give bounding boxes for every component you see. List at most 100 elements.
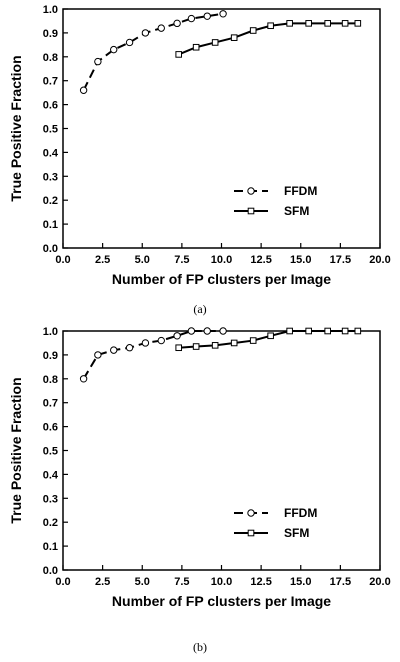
y-tick-label: 0.5 bbox=[43, 446, 58, 458]
data-point-ffdm bbox=[157, 24, 165, 32]
legend-label-sfm: SFM bbox=[284, 204, 309, 218]
data-point-sfm bbox=[324, 20, 331, 27]
chart-panel-b: 0.0 2.5 5.0 7.5 10.0 12.5 15.0 17.5 20.0 0.0 0.1 0.… bbox=[0, 322, 400, 662]
data-point-ffdm bbox=[141, 339, 150, 347]
data-point-ffdm bbox=[125, 344, 134, 352]
data-point-ffdm bbox=[173, 332, 181, 340]
y-axis-title: True Positive Fraction bbox=[8, 377, 24, 523]
data-point-ffdm bbox=[203, 12, 211, 20]
data-point-sfm bbox=[324, 327, 331, 335]
x-tick-label: 20.0 bbox=[369, 254, 390, 266]
data-point-sfm bbox=[211, 342, 219, 349]
data-point-sfm bbox=[267, 332, 274, 340]
y-axis-title: True Positive Fraction bbox=[8, 55, 24, 201]
data-point-ffdm bbox=[79, 375, 88, 383]
y-tick-label: 0.6 bbox=[43, 100, 58, 112]
data-point-ffdm bbox=[157, 336, 165, 345]
y-tick-label: 0.3 bbox=[43, 171, 58, 183]
y-tick-label: 0.9 bbox=[43, 28, 58, 40]
legend-marker bbox=[247, 187, 255, 195]
data-point-sfm bbox=[249, 337, 257, 344]
caption-a: (a) bbox=[193, 302, 207, 316]
data-point-ffdm bbox=[219, 327, 227, 335]
y-tick-label: 0.0 bbox=[43, 565, 58, 577]
chart-panel-a: 0.0 2.5 5.0 7.5 10.0 12.5 15.0 17.5 20.0 0.0 0.1 0.… bbox=[0, 0, 400, 322]
x-tick-label: 7.5 bbox=[174, 576, 189, 588]
data-point-sfm bbox=[192, 343, 200, 350]
legend-label-ffdm: FFDM bbox=[284, 184, 317, 198]
plot-frame bbox=[62, 330, 381, 571]
x-tick-label: 12.5 bbox=[250, 576, 271, 588]
legend-label-sfm: SFM bbox=[284, 526, 309, 540]
data-point-sfm bbox=[305, 327, 312, 335]
y-tick-label: 0.2 bbox=[43, 517, 58, 529]
x-tick-label: 5.0 bbox=[135, 576, 150, 588]
data-point-ffdm bbox=[79, 86, 88, 94]
data-point-sfm bbox=[267, 22, 274, 30]
x-tick-label: 12.5 bbox=[250, 254, 271, 266]
y-tick-label: 1.0 bbox=[43, 326, 58, 338]
data-point-sfm bbox=[230, 34, 238, 41]
data-point-sfm bbox=[341, 20, 349, 27]
y-tick-label: 0.1 bbox=[43, 219, 58, 231]
data-point-ffdm bbox=[125, 38, 134, 47]
y-tick-label: 0.3 bbox=[43, 493, 58, 505]
legend-marker bbox=[247, 529, 255, 537]
data-point-sfm bbox=[286, 20, 293, 27]
x-tick-label: 2.5 bbox=[95, 254, 110, 266]
data-point-sfm bbox=[286, 327, 293, 335]
y-tick-label: 0.8 bbox=[43, 52, 58, 64]
data-point-ffdm bbox=[203, 327, 211, 335]
x-axis-title: Number of FP clusters per Image bbox=[112, 271, 331, 287]
y-tick-label: 0.1 bbox=[43, 541, 58, 553]
y-tick-label: 0.2 bbox=[43, 195, 58, 207]
legend-marker bbox=[247, 207, 255, 215]
x-tick-label: 10.0 bbox=[211, 254, 232, 266]
chart-b: 0.0 2.5 5.0 7.5 10.0 12.5 15.0 17.5 20.0 0.0 0.1 0.… bbox=[8, 326, 391, 609]
x-tick-label: 15.0 bbox=[290, 576, 311, 588]
data-point-ffdm bbox=[94, 57, 102, 66]
y-tick-label: 0.7 bbox=[43, 76, 58, 88]
plot-frame bbox=[62, 8, 381, 249]
x-tick-label: 15.0 bbox=[290, 254, 311, 266]
data-point-ffdm bbox=[187, 327, 196, 335]
data-point-ffdm bbox=[187, 14, 196, 23]
y-tick-label: 1.0 bbox=[43, 4, 58, 16]
y-tick-label: 0.9 bbox=[43, 350, 58, 362]
y-tick-label: 0.4 bbox=[43, 469, 59, 481]
data-point-sfm bbox=[305, 20, 312, 27]
data-point-sfm bbox=[354, 327, 362, 335]
data-point-sfm bbox=[230, 339, 238, 347]
legend-marker bbox=[247, 509, 255, 517]
legend-label-ffdm: FFDM bbox=[284, 506, 317, 520]
y-tick-label: 0.4 bbox=[43, 147, 59, 159]
data-point-ffdm bbox=[94, 351, 102, 359]
data-point-sfm bbox=[249, 27, 257, 34]
y-tick-label: 0.8 bbox=[43, 374, 58, 386]
chart-a: 0.0 2.5 5.0 7.5 10.0 12.5 15.0 17.5 20.0 0.0 0.1 0.… bbox=[8, 4, 391, 287]
y-tick-label: 0.7 bbox=[43, 398, 58, 410]
x-tick-label: 20.0 bbox=[369, 576, 390, 588]
x-axis-title: Number of FP clusters per Image bbox=[112, 593, 331, 609]
data-point-sfm bbox=[175, 51, 183, 58]
series-line-ffdm bbox=[82, 330, 224, 380]
y-tick-label: 0.5 bbox=[43, 124, 58, 136]
x-tick-label: 5.0 bbox=[135, 254, 150, 266]
caption-b: (b) bbox=[193, 640, 207, 654]
x-tick-label: 17.5 bbox=[330, 576, 351, 588]
y-tick-label: 0.0 bbox=[43, 243, 58, 255]
data-point-sfm bbox=[211, 39, 219, 46]
data-point-sfm bbox=[192, 43, 200, 51]
x-tick-label: 0.0 bbox=[55, 576, 70, 588]
data-point-ffdm bbox=[110, 45, 118, 54]
data-point-ffdm bbox=[219, 10, 227, 18]
x-tick-label: 0.0 bbox=[55, 254, 70, 266]
data-point-ffdm bbox=[141, 29, 150, 37]
data-point-sfm bbox=[341, 327, 349, 335]
x-tick-label: 17.5 bbox=[330, 254, 351, 266]
x-tick-label: 2.5 bbox=[95, 576, 110, 588]
data-point-sfm bbox=[175, 344, 183, 352]
data-point-sfm bbox=[354, 20, 362, 27]
x-tick-label: 7.5 bbox=[174, 254, 189, 266]
data-point-ffdm bbox=[173, 19, 181, 28]
